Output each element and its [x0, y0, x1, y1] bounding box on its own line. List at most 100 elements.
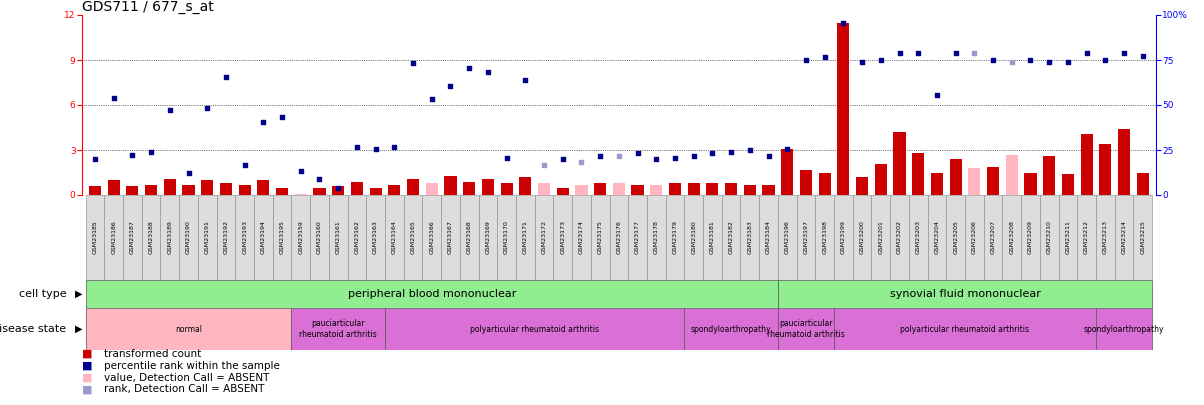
Bar	[594, 183, 607, 195]
Point	[235, 162, 254, 168]
Bar	[890, 195, 909, 280]
Bar	[348, 195, 366, 280]
Bar	[89, 186, 101, 195]
Bar	[1005, 154, 1017, 195]
Bar	[815, 195, 834, 280]
Bar	[276, 188, 288, 195]
Text: GSM23205: GSM23205	[954, 221, 958, 254]
Bar	[572, 195, 591, 280]
Text: GSM23186: GSM23186	[111, 221, 116, 254]
Text: GDS711 / 677_s_at: GDS711 / 677_s_at	[82, 0, 213, 14]
Text: GSM23194: GSM23194	[261, 220, 266, 254]
Bar	[556, 188, 568, 195]
Bar	[740, 195, 760, 280]
Text: GSM23184: GSM23184	[766, 221, 771, 254]
Text: ■: ■	[82, 373, 93, 382]
Point	[423, 96, 442, 102]
Text: GSM23198: GSM23198	[822, 221, 827, 254]
Text: GSM23210: GSM23210	[1046, 221, 1051, 254]
Text: synovial fluid mononuclear: synovial fluid mononuclear	[890, 289, 1040, 299]
Bar	[460, 195, 478, 280]
Bar	[1025, 173, 1037, 195]
Bar	[350, 181, 362, 195]
Bar	[311, 195, 329, 280]
Text: GSM23204: GSM23204	[934, 220, 939, 254]
Text: GSM23202: GSM23202	[897, 220, 902, 254]
Text: GSM23167: GSM23167	[448, 221, 453, 254]
Point	[1133, 52, 1152, 59]
Bar	[628, 195, 647, 280]
Bar	[1078, 195, 1096, 280]
Point	[460, 64, 479, 71]
Bar	[142, 195, 160, 280]
Text: normal: normal	[175, 324, 202, 333]
Bar	[797, 195, 815, 280]
Text: pauciarticular
rheumatoid arthritis: pauciarticular rheumatoid arthritis	[300, 319, 377, 339]
Bar	[1003, 195, 1021, 280]
Bar	[538, 183, 550, 195]
Bar	[107, 180, 119, 195]
Bar	[1096, 195, 1115, 280]
Point	[141, 148, 160, 155]
Text: GSM23174: GSM23174	[579, 220, 584, 254]
Bar	[1115, 195, 1133, 280]
Bar	[964, 195, 984, 280]
Text: ▶: ▶	[75, 289, 82, 299]
Bar	[609, 195, 628, 280]
Bar	[517, 195, 535, 280]
Bar	[703, 195, 721, 280]
Bar	[987, 166, 999, 195]
Bar	[197, 195, 217, 280]
Bar	[554, 195, 572, 280]
Bar	[834, 195, 852, 280]
Bar	[85, 308, 291, 350]
Bar	[482, 179, 494, 195]
Text: GSM23179: GSM23179	[673, 220, 678, 254]
Bar	[217, 195, 235, 280]
Bar	[778, 308, 834, 350]
Bar	[819, 173, 831, 195]
Bar	[478, 195, 497, 280]
Bar	[388, 185, 401, 195]
Bar	[238, 185, 250, 195]
Point	[104, 94, 123, 101]
Point	[497, 154, 517, 161]
Point	[666, 154, 685, 161]
Point	[964, 49, 984, 56]
Text: GSM23178: GSM23178	[654, 221, 659, 254]
Point	[347, 144, 366, 150]
Point	[778, 145, 797, 152]
Point	[478, 69, 497, 75]
Bar	[423, 195, 441, 280]
Bar	[666, 195, 684, 280]
Bar	[201, 180, 213, 195]
Point	[609, 153, 628, 159]
Text: value, Detection Call = ABSENT: value, Detection Call = ABSENT	[104, 373, 268, 382]
Text: pauciarticular
rheumatoid arthritis: pauciarticular rheumatoid arthritis	[767, 319, 845, 339]
Text: GSM23165: GSM23165	[411, 221, 415, 254]
Point	[1078, 49, 1097, 56]
Text: GSM23171: GSM23171	[523, 221, 527, 254]
Point	[535, 162, 554, 168]
Bar	[403, 195, 423, 280]
Bar	[1058, 195, 1078, 280]
Point	[385, 144, 405, 150]
Text: GSM23206: GSM23206	[972, 221, 976, 254]
Bar	[126, 186, 138, 195]
Text: GSM23159: GSM23159	[299, 221, 303, 254]
Bar	[235, 195, 254, 280]
Text: GSM23188: GSM23188	[148, 221, 154, 254]
Bar	[968, 168, 980, 195]
Bar	[707, 183, 719, 195]
Bar	[385, 308, 684, 350]
Text: GSM23199: GSM23199	[840, 220, 846, 254]
Text: ■: ■	[82, 361, 93, 371]
Point	[441, 82, 460, 89]
Bar	[647, 195, 666, 280]
Bar	[291, 195, 311, 280]
Bar	[984, 195, 1003, 280]
Text: percentile rank within the sample: percentile rank within the sample	[104, 361, 279, 371]
Bar	[613, 183, 625, 195]
Bar	[684, 308, 778, 350]
Bar	[721, 195, 740, 280]
